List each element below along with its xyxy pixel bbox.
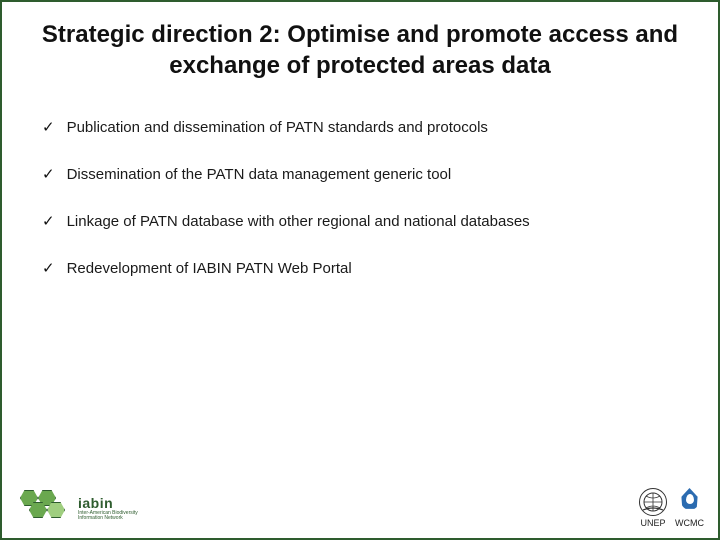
slide-title: Strategic direction 2: Optimise and prom… xyxy=(2,2,718,91)
iabin-text: iabin Inter-American Biodiversity Inform… xyxy=(78,495,138,522)
leaf-shape xyxy=(686,494,694,504)
iabin-sub2: Information Network xyxy=(78,516,138,521)
check-icon: ✓ xyxy=(42,260,55,278)
list-item: ✓ Publication and dissemination of PATN … xyxy=(42,119,678,138)
bullet-text: Dissemination of the PATN data managemen… xyxy=(67,166,452,185)
footer: iabin Inter-American Biodiversity Inform… xyxy=(2,480,718,528)
check-icon: ✓ xyxy=(42,213,55,231)
globe-icon xyxy=(639,488,667,516)
hex-icon xyxy=(16,488,72,528)
wcmc-caption: WCMC xyxy=(675,518,704,528)
list-item: ✓ Dissemination of the PATN data managem… xyxy=(42,166,678,185)
iabin-word: iabin xyxy=(78,495,138,511)
list-item: ✓ Redevelopment of IABIN PATN Web Portal xyxy=(42,260,678,279)
slide-container: Strategic direction 2: Optimise and prom… xyxy=(0,0,720,540)
check-icon: ✓ xyxy=(42,119,55,137)
unep-caption: UNEP xyxy=(640,518,665,528)
bullet-text: Linkage of PATN database with other regi… xyxy=(67,213,530,232)
iabin-logo: iabin Inter-American Biodiversity Inform… xyxy=(16,488,138,528)
drop-leaf-icon xyxy=(677,486,703,516)
unep-logo: UNEP xyxy=(639,488,667,528)
wcmc-logo: WCMC xyxy=(675,486,704,528)
bullet-list: ✓ Publication and dissemination of PATN … xyxy=(2,91,718,278)
right-logo-group: UNEP WCMC xyxy=(639,486,704,528)
check-icon: ✓ xyxy=(42,166,55,184)
bullet-text: Publication and dissemination of PATN st… xyxy=(67,119,488,138)
bullet-text: Redevelopment of IABIN PATN Web Portal xyxy=(67,260,352,279)
list-item: ✓ Linkage of PATN database with other re… xyxy=(42,213,678,232)
